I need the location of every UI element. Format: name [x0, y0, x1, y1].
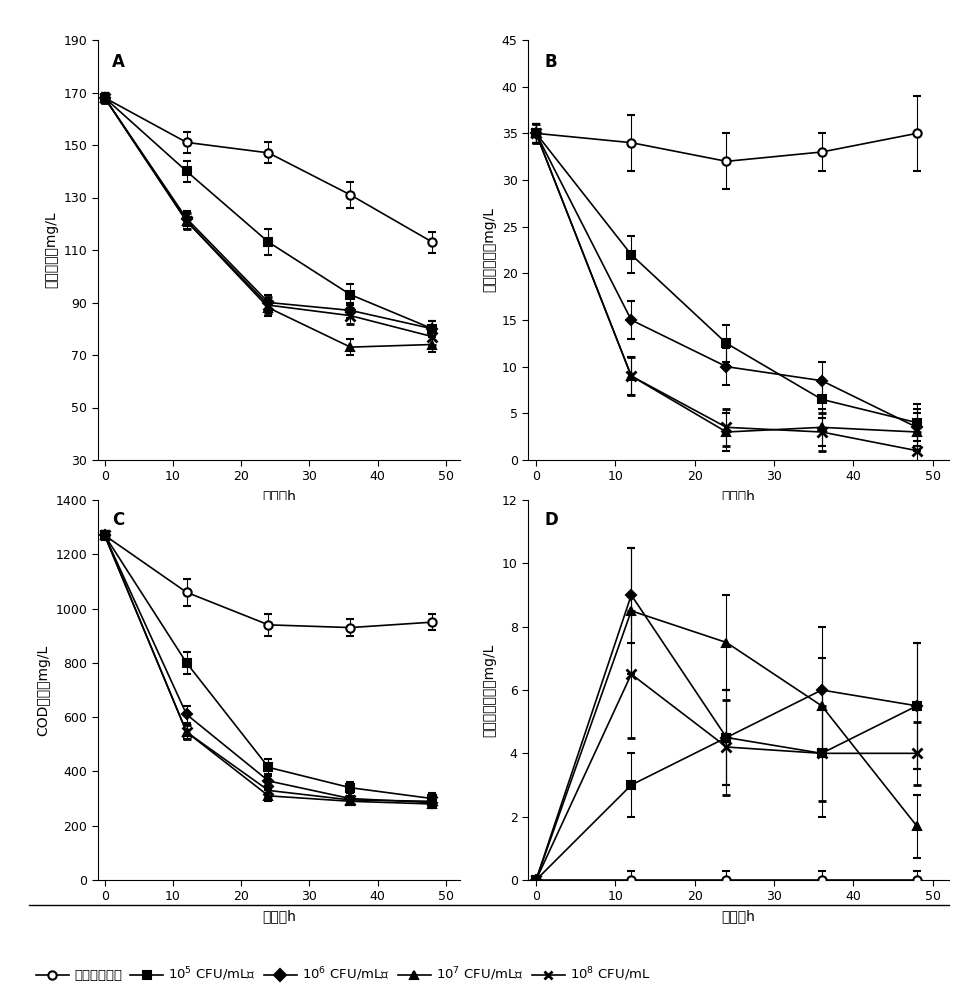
Y-axis label: 氨氮含量，mg/L: 氨氮含量，mg/L — [44, 212, 58, 288]
X-axis label: 时间，h: 时间，h — [262, 909, 295, 923]
Y-axis label: 亚硝酸盐含量，mg/L: 亚硝酸盐含量，mg/L — [482, 643, 495, 737]
Y-axis label: COD含量，mg/L: COD含量，mg/L — [36, 644, 50, 736]
Text: B: B — [544, 53, 557, 71]
X-axis label: 时间，h: 时间，h — [262, 489, 295, 503]
X-axis label: 时间，h: 时间，h — [721, 909, 754, 923]
Text: C: C — [112, 511, 124, 529]
Y-axis label: 硝酸盐含量，mg/L: 硝酸盐含量，mg/L — [482, 208, 495, 292]
Legend: 不接菌对照，, $10^5$ CFU/mL，, $10^6$ CFU/mL，, $10^7$ CFU/mL，, $10^8$ CFU/mL: 不接菌对照，, $10^5$ CFU/mL，, $10^6$ CFU/mL，, … — [36, 966, 650, 983]
Text: D: D — [544, 511, 558, 529]
X-axis label: 时间，h: 时间，h — [721, 489, 754, 503]
Text: A: A — [112, 53, 125, 71]
